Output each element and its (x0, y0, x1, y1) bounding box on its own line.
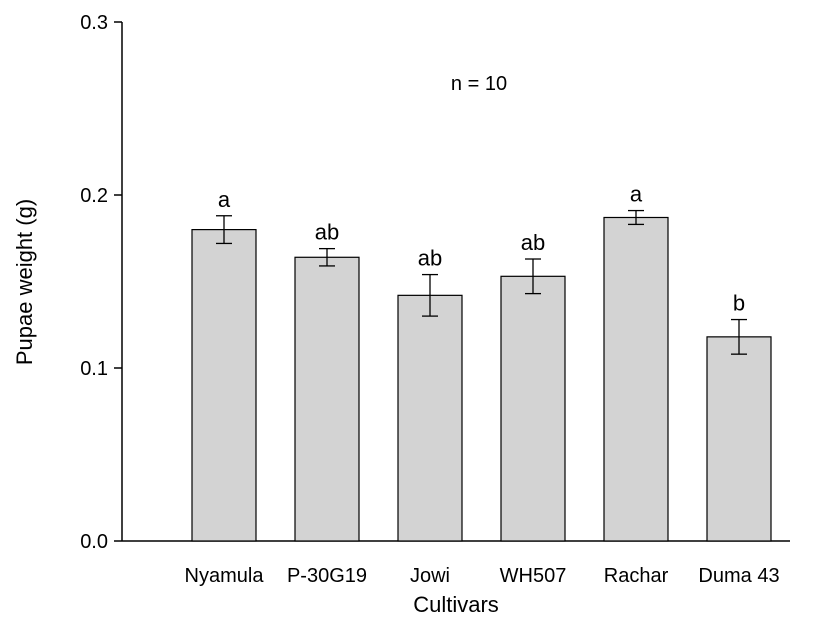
y-tick-label: 0.3 (80, 12, 108, 34)
y-tick-label: 0.2 (80, 185, 108, 207)
significance-letter: ab (521, 230, 545, 255)
significance-letter: a (630, 182, 643, 207)
y-tick-label: 0.1 (80, 358, 108, 380)
bar (191, 229, 257, 542)
x-tick-label: Nyamula (185, 565, 265, 587)
significance-letter: ab (315, 220, 339, 245)
x-tick-label: P-30G19 (287, 565, 367, 587)
significance-letter: a (218, 187, 231, 212)
x-tick-labels: Nyamula P-30G19 Jowi WH507 Rachar Duma 43 (185, 565, 780, 587)
y-axis-title: Pupae weight (g) (12, 199, 37, 365)
y-ticks: 0.0 0.1 0.2 0.3 (80, 12, 122, 553)
bar (397, 294, 463, 542)
y-tick-label: 0.0 (80, 531, 108, 553)
x-tick-label: WH507 (500, 565, 567, 587)
bar (603, 216, 669, 542)
sample-size-annotation: n = 10 (451, 73, 507, 95)
x-tick-label: Jowi (410, 565, 450, 587)
significance-letter: ab (418, 246, 442, 271)
bar (706, 336, 772, 542)
significance-letter: b (733, 291, 745, 316)
bar (500, 275, 566, 542)
x-tick-label: Duma 43 (698, 565, 779, 587)
bar (294, 256, 360, 542)
x-tick-label: Rachar (604, 565, 669, 587)
x-axis-title: Cultivars (413, 592, 499, 617)
